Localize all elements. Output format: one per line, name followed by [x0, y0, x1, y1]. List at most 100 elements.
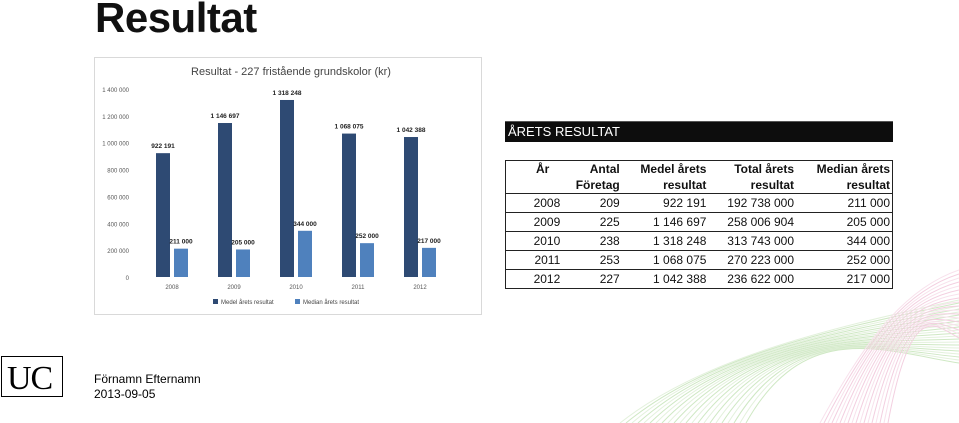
ribbon-green [661, 320, 959, 423]
ribbon-pink [867, 316, 959, 423]
ribbon-green [637, 308, 959, 423]
page-title: Resultat [95, 0, 257, 41]
table-cell: 313 743 000 [708, 231, 797, 251]
table-cell: 2009 [505, 212, 563, 232]
bar [298, 230, 312, 277]
ribbon-pink [827, 277, 959, 423]
footer-date: 2013-09-05 [94, 387, 156, 401]
table-row: 2011 253 1 068 075 270 223 000 252 000 [505, 250, 893, 270]
ribbon-pink [871, 318, 959, 423]
x-tick-label: 2008 [165, 285, 179, 291]
table-row: 2010 238 1 318 248 313 743 000 344 000 [505, 231, 893, 251]
table-cell: 2008 [505, 193, 563, 213]
ribbon-green [697, 338, 959, 423]
table-cell: 2011 [505, 250, 563, 270]
table-cell: 211 000 [796, 193, 893, 213]
ribbon-green [739, 347, 959, 423]
data-label: 1 146 697 [211, 113, 240, 120]
ribbon-pink [855, 305, 959, 423]
table-row: 2012 227 1 042 388 236 622 000 217 000 [505, 269, 893, 289]
legend-swatch [213, 299, 218, 304]
table-heading: ÅRETS RESULTAT [505, 121, 893, 142]
table-cell: 1 068 075 [621, 250, 709, 270]
chart-title: Resultat - 227 fristående grundskolor (k… [191, 66, 391, 78]
table-cell: 1 146 697 [621, 212, 709, 232]
table-header-cell: Medel årets resultat [621, 160, 709, 194]
table-cell: 922 191 [621, 193, 709, 213]
table-header-line: Total årets [734, 162, 795, 176]
table-header-cell: Total årets resultat [708, 160, 797, 194]
ribbon-green [709, 343, 959, 423]
footer-author: Förnamn Efternamn [94, 372, 201, 386]
table-cell: 238 [562, 231, 622, 251]
table-cell: 236 622 000 [708, 269, 797, 289]
y-tick-label: 1 200 000 [102, 115, 129, 121]
x-tick-label: 2010 [289, 285, 303, 291]
bar [342, 133, 356, 277]
data-label: 922 191 [151, 143, 175, 150]
data-label: 252 000 [355, 233, 379, 240]
data-label: 344 000 [293, 221, 317, 228]
y-tick-label: 800 000 [107, 169, 129, 175]
ribbon-pink [843, 293, 959, 423]
data-label: 1 318 248 [273, 90, 302, 97]
table-cell: 258 006 904 [708, 212, 797, 232]
legend-label: Median årets resultat [303, 299, 359, 306]
x-tick-label: 2009 [227, 285, 241, 291]
y-tick-label: 0 [126, 276, 130, 282]
ribbon-pink [879, 322, 959, 423]
data-label: 1 068 075 [335, 124, 364, 131]
ribbon-pink [831, 281, 959, 423]
table-header-line: Median årets [816, 162, 890, 176]
ribbon-green [685, 332, 959, 423]
x-tick-label: 2012 [413, 285, 427, 291]
ribbon-pink [839, 289, 959, 423]
table-cell: 253 [562, 250, 622, 270]
ribbon-green [715, 344, 959, 423]
table-row: 2009 225 1 146 697 258 006 904 205 000 [505, 212, 893, 232]
legend-swatch [295, 299, 300, 304]
table-cell: 227 [562, 269, 622, 289]
ribbon-green [721, 345, 959, 423]
ribbon-green [691, 335, 959, 423]
table-header-cell: Median årets resultat [796, 160, 893, 194]
y-tick-label: 1 400 000 [102, 88, 129, 94]
ribbon-pink [847, 297, 959, 423]
ribbon-pink [875, 321, 959, 423]
table-cell: 225 [562, 212, 622, 232]
table-header-cell: Antal Företag [562, 160, 622, 194]
table-cell: 205 000 [796, 212, 893, 232]
y-tick-label: 200 000 [107, 249, 129, 255]
results-table-panel: ÅRETS RESULTAT År Antal Företag Medel årets… [505, 121, 893, 289]
table-cell: 1 042 388 [621, 269, 709, 289]
ribbon-green [727, 346, 959, 423]
bar [174, 248, 188, 277]
y-tick-label: 400 000 [107, 222, 129, 228]
ribbon-green [655, 317, 959, 423]
bar [280, 99, 294, 278]
ribbon-pink [819, 269, 959, 423]
table-header-line: År [536, 162, 550, 176]
data-label: 205 000 [231, 239, 255, 246]
ribbon-green [679, 329, 959, 423]
table-cell: 1 318 248 [621, 231, 709, 251]
ribbon-pink [851, 301, 959, 423]
ribbon-pink [883, 324, 959, 423]
ribbon-pink [863, 313, 959, 423]
ribbon-pink [859, 309, 959, 423]
y-tick-label: 1 000 000 [102, 142, 129, 148]
data-label: 211 000 [169, 239, 193, 246]
ribbon-green [745, 348, 959, 423]
table-header-line: resultat [846, 178, 890, 192]
ribbon-green [649, 314, 959, 423]
table-cell: 2010 [505, 231, 563, 251]
table-row: 2008 209 922 191 192 738 000 211 000 [505, 193, 893, 213]
table-cell: 344 000 [796, 231, 893, 251]
bar [156, 153, 170, 277]
ribbon-green [703, 341, 959, 423]
ribbon-pink [835, 285, 959, 423]
bar [360, 243, 374, 277]
ribbon-green [667, 323, 959, 423]
bar-chart: Resultat - 227 fristående grundskolor (k… [94, 57, 482, 315]
table-header-line: Medel årets [640, 162, 707, 176]
